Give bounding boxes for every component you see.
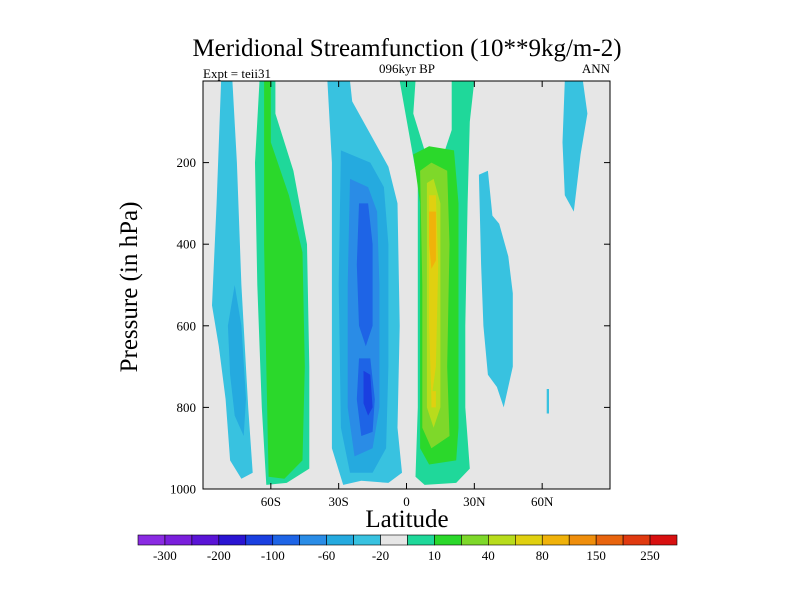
nh-polar-cell-contour bbox=[546, 389, 549, 414]
colorbar-swatch bbox=[649, 534, 678, 546]
colorbar-label: 250 bbox=[640, 548, 660, 563]
colorbar-swatch bbox=[407, 534, 435, 546]
plot-area: 60S 30S 0 30N 60N 200 400 600 800 1000 bbox=[170, 80, 611, 509]
contour-fills bbox=[212, 81, 588, 485]
x-tick-label: 0 bbox=[403, 494, 410, 509]
colorbar-swatch bbox=[191, 534, 220, 546]
colorbar-label: -100 bbox=[261, 548, 285, 563]
colorbar-label: 40 bbox=[482, 548, 495, 563]
y-tick-label: 1000 bbox=[170, 482, 196, 497]
colorbar-swatch bbox=[353, 534, 381, 546]
x-tick-label: 60S bbox=[261, 494, 281, 509]
colorbar-label: -60 bbox=[318, 548, 335, 563]
chart-title: Meridional Streamfunction (10**9kg/m-2) bbox=[192, 35, 621, 62]
sh-hadley-cell-contour bbox=[356, 203, 373, 347]
colorbar-swatch bbox=[299, 534, 327, 546]
x-axis-label: Latitude bbox=[365, 506, 448, 533]
sh-hadley-cell-contour bbox=[363, 370, 373, 416]
colorbar-swatch bbox=[622, 534, 651, 546]
colorbar-swatch bbox=[164, 534, 193, 546]
y-tick-label: 400 bbox=[177, 237, 197, 252]
colorbar-swatch bbox=[326, 534, 354, 546]
colorbar-swatch bbox=[218, 534, 247, 546]
y-tick-label: 200 bbox=[177, 155, 197, 170]
colorbar-swatch bbox=[541, 534, 570, 546]
experiment-label: Expt = teii31 bbox=[203, 66, 271, 81]
colorbar-swatch bbox=[137, 534, 166, 546]
colorbar-swatch bbox=[514, 534, 543, 546]
colorbar-label: 150 bbox=[586, 548, 606, 563]
colorbar-label: -200 bbox=[207, 548, 231, 563]
colorbar-swatch bbox=[568, 534, 597, 546]
colorbar-label: -300 bbox=[153, 548, 177, 563]
colorbar-swatch bbox=[595, 534, 624, 546]
y-tick-label: 800 bbox=[177, 400, 197, 415]
colorbar-swatch bbox=[245, 534, 274, 546]
colorbar-swatch bbox=[434, 534, 462, 546]
y-tick-label: 600 bbox=[177, 318, 197, 333]
x-axis: 60S 30S 0 30N 60N bbox=[261, 81, 554, 509]
nh-polar-cell-contour bbox=[562, 81, 588, 212]
colorbar-label: 10 bbox=[428, 548, 441, 563]
chart-subtitle: 096kyr BP bbox=[379, 61, 435, 76]
colorbar-swatch bbox=[272, 534, 301, 546]
colorbar-swatch bbox=[488, 534, 516, 546]
colorbar: -300 -200 -100 -60 -20 10 40 80 150 250 bbox=[137, 534, 678, 563]
nh-hadley-cell-contour bbox=[431, 391, 436, 408]
season-label: ANN bbox=[582, 61, 611, 76]
x-tick-label: 30S bbox=[329, 494, 349, 509]
sh-ferrel-cell-contour bbox=[264, 81, 305, 479]
x-tick-label: 30N bbox=[463, 494, 486, 509]
sh-polar-cell-contour bbox=[227, 285, 246, 436]
nh-ferrel-cell-contour bbox=[485, 203, 493, 265]
colorbar-label: 80 bbox=[536, 548, 549, 563]
nh-hadley-cell-contour bbox=[429, 211, 436, 269]
colorbar-label: -20 bbox=[372, 548, 389, 563]
x-tick-label: 60N bbox=[531, 494, 554, 509]
y-axis: 200 400 600 800 1000 bbox=[170, 155, 610, 497]
colorbar-swatch bbox=[380, 534, 408, 546]
y-axis-label: Pressure (in hPa) bbox=[116, 202, 143, 373]
colorbar-swatch bbox=[461, 534, 489, 546]
